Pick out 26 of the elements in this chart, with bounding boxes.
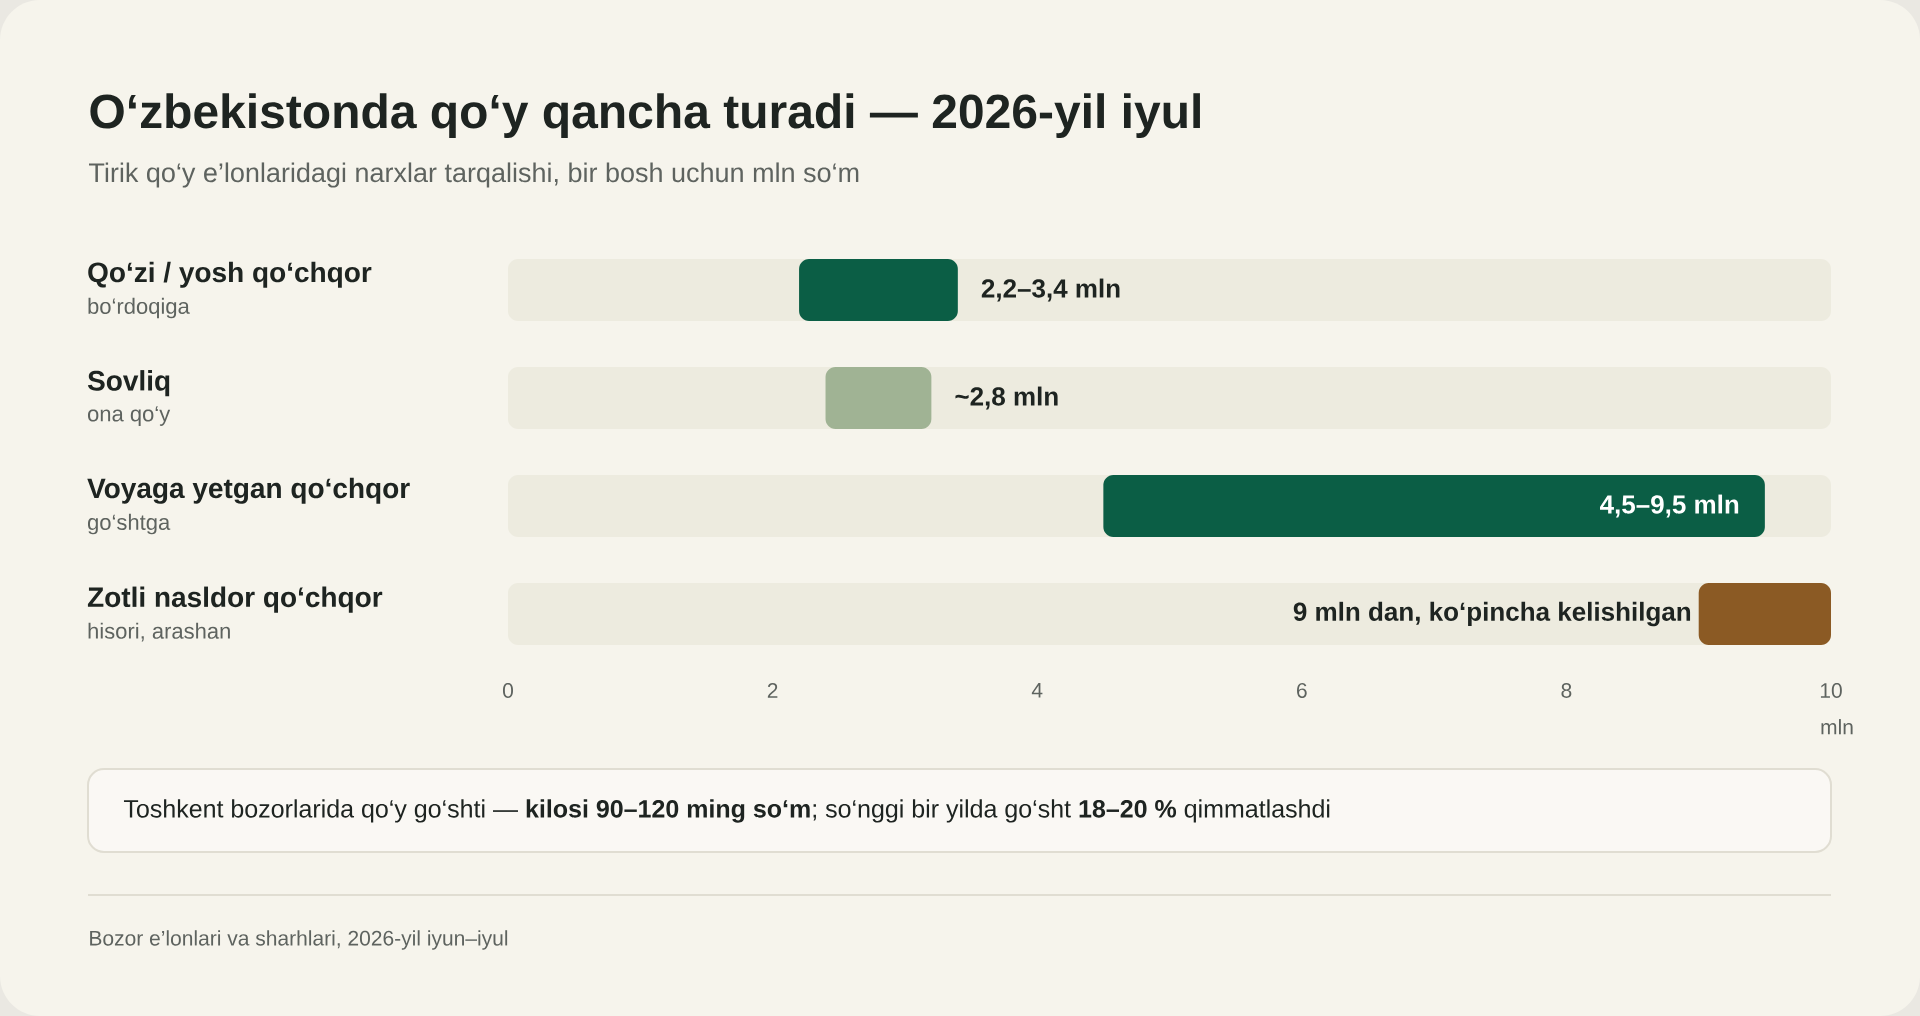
annotation: 2,2–3,4 mln xyxy=(981,278,1120,302)
x-tick-label: 8 xyxy=(1561,683,1572,698)
y-tick-label: Voyaga yetgan qo‘chqor xyxy=(87,477,410,504)
x-tick-label: 10 xyxy=(1820,683,1842,698)
text: bo‘rdoqiga xyxy=(88,297,190,319)
y-tick-label: Zotli nasldor qo‘chqor xyxy=(87,586,383,613)
text: ona qo‘y xyxy=(87,406,171,426)
annotation: 4,5–9,5 mln xyxy=(1600,494,1739,518)
chart-subtitle: Tirik qo‘y e’lonlaridagi narxlar tarqalishi, bir bosh uchun mln so‘m xyxy=(89,162,859,188)
bar xyxy=(799,259,958,321)
text: Bozor e’lonlari va sharhlari, 2026-yil iyun–iyul xyxy=(90,930,508,950)
x-tick-label: 6 xyxy=(1297,683,1307,698)
x-tick-label: 2 xyxy=(767,683,778,698)
text: Toshkent bozorlarida qo‘y go‘shti — kilosi 90–120 ming so‘m; so‘nggi bir yilda go‘sht 18–20 % qimmatlashdi xyxy=(123,799,1330,823)
bar xyxy=(825,367,932,429)
annotation: ~2,8 mln xyxy=(955,386,1058,410)
x-axis-title: mln xyxy=(1821,719,1853,735)
text: hisori, arashan xyxy=(88,622,230,642)
y-tick-label: Sovliq xyxy=(87,370,170,397)
chart-title: O‘zbekistonda qo‘y qancha turadi — 2026-yil iyul xyxy=(90,93,1200,138)
x-tick-label: 0 xyxy=(502,683,514,698)
bar xyxy=(1698,583,1832,645)
annotation: 9 mln dan, ko‘pincha kelishilgan xyxy=(1293,601,1691,627)
y-tick-label: Qo‘zi / yosh qo‘chqor xyxy=(88,261,372,288)
x-tick-label: 4 xyxy=(1031,683,1043,698)
text: go‘shtga xyxy=(87,513,171,535)
